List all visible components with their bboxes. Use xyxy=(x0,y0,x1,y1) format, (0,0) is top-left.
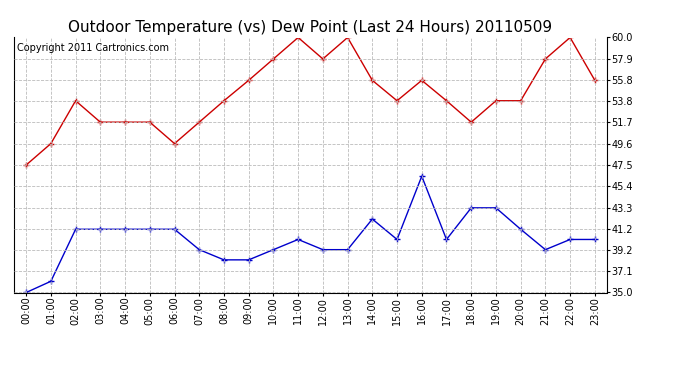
Text: Copyright 2011 Cartronics.com: Copyright 2011 Cartronics.com xyxy=(17,43,169,52)
Title: Outdoor Temperature (vs) Dew Point (Last 24 Hours) 20110509: Outdoor Temperature (vs) Dew Point (Last… xyxy=(68,20,553,35)
